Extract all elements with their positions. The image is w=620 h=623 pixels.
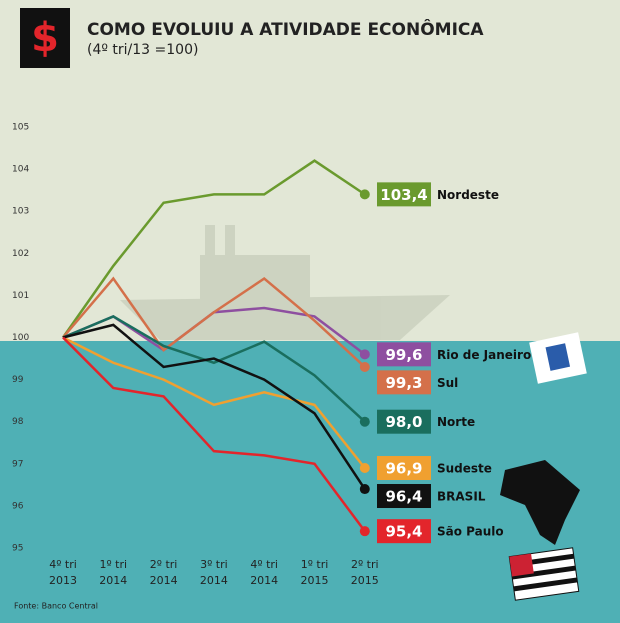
series-line <box>62 315 366 423</box>
legend-label: Rio de Janeiro <box>437 348 531 362</box>
y-tick-label: 97 <box>12 459 23 469</box>
logo <box>20 8 70 68</box>
legend-label: Sudeste <box>437 462 492 476</box>
chart-title: COMO EVOLUIU A ATIVIDADE ECONÔMICA <box>87 18 484 40</box>
brazil-map <box>500 460 580 545</box>
x-tick-label: 1º tri <box>100 558 128 571</box>
sp-flag <box>508 547 580 601</box>
legend-label: São Paulo <box>437 525 504 539</box>
x-tick-label: 2014 <box>250 574 278 587</box>
end-point <box>359 189 370 200</box>
end-point <box>359 484 370 495</box>
x-tick-label: 4º tri <box>250 558 278 571</box>
source: Fonte: Banco Central <box>14 602 98 611</box>
value-label: 99,6 <box>385 346 422 364</box>
legend-label: Sul <box>437 376 458 390</box>
series-line <box>62 336 366 532</box>
y-tick-label: 98 <box>12 417 24 427</box>
x-tick-label: 2015 <box>301 574 329 587</box>
x-tick-label: 2º tri <box>150 558 178 571</box>
y-tick-label: 104 <box>12 165 29 175</box>
legend-label: BRASIL <box>437 490 486 504</box>
x-tick-label: 2014 <box>200 574 228 587</box>
label-box <box>377 370 431 395</box>
end-point <box>359 361 370 372</box>
value-label: 99,3 <box>385 374 422 392</box>
x-tick-label: 3º tri <box>200 558 228 571</box>
series-line <box>62 276 366 368</box>
label-box <box>377 519 431 544</box>
y-tick-label: 95 <box>12 544 23 554</box>
x-tick-label: 2º tri <box>351 558 379 571</box>
y-tick-label: 105 <box>12 123 29 133</box>
legend-label: Nordeste <box>437 188 499 202</box>
y-tick-label: 96 <box>12 501 24 511</box>
rio-flag <box>529 332 587 384</box>
value-label: 98,0 <box>385 413 422 431</box>
y-tick-label: 99 <box>12 375 24 385</box>
x-tick-label: 4º tri <box>49 558 77 571</box>
x-tick-label: 2014 <box>150 574 178 587</box>
end-point <box>359 526 370 537</box>
chart-subtitle: (4º tri/13 =100) <box>87 42 198 58</box>
x-tick-label: 1º tri <box>301 558 329 571</box>
legend-label: Norte <box>437 415 475 429</box>
x-tick-label: 2013 <box>49 574 77 587</box>
value-label: 96,4 <box>385 488 422 506</box>
end-point <box>359 349 370 360</box>
series-line <box>62 336 366 469</box>
label-box <box>377 484 431 509</box>
value-label: 95,4 <box>385 523 422 541</box>
value-label: 96,9 <box>385 460 422 478</box>
y-tick-label: 102 <box>12 249 29 259</box>
series-line <box>62 323 366 490</box>
label-box <box>377 342 431 367</box>
series-line <box>61 159 366 339</box>
y-tick-label: 103 <box>12 207 29 217</box>
x-tick-label: 2015 <box>351 574 379 587</box>
y-tick-label: 100 <box>12 333 29 343</box>
end-point <box>359 416 370 427</box>
value-label: 103,4 <box>380 186 427 204</box>
label-box <box>377 182 431 207</box>
ship-decoration <box>120 225 450 340</box>
y-tick-label: 101 <box>12 291 29 301</box>
end-point <box>359 463 370 474</box>
x-tick-label: 2014 <box>99 574 127 587</box>
logo-icon: $ <box>31 15 59 61</box>
label-box <box>377 409 431 434</box>
label-box <box>377 456 431 481</box>
